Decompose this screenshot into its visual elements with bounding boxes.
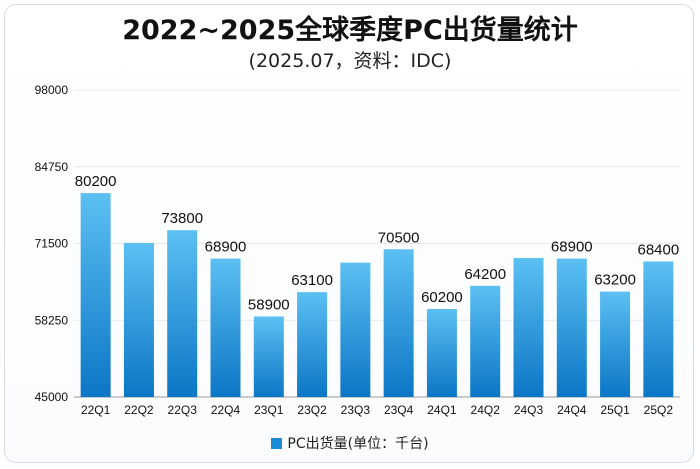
bar-22Q1 — [80, 193, 111, 397]
x-tick-label: 25Q1 — [600, 403, 630, 417]
x-tick-label: 25Q2 — [644, 403, 674, 417]
bar-23Q3 — [340, 262, 371, 397]
data-label: 68900 — [205, 239, 247, 256]
x-tick-label: 23Q3 — [341, 403, 371, 417]
y-tick-label: 84750 — [35, 160, 69, 174]
data-label: 58900 — [248, 296, 290, 313]
x-tick-label: 22Q2 — [124, 403, 154, 417]
x-tick-label: 24Q1 — [427, 403, 457, 417]
bar-23Q2 — [297, 292, 328, 397]
bar-22Q2 — [123, 242, 154, 397]
data-label: 70500 — [378, 229, 420, 246]
data-label: 64200 — [464, 266, 506, 283]
bar-23Q1 — [253, 316, 284, 397]
x-tick-label: 24Q2 — [471, 403, 501, 417]
bar-24Q3 — [513, 257, 544, 397]
y-tick-label: 98000 — [35, 83, 69, 97]
x-tick-label: 24Q3 — [514, 403, 544, 417]
x-tick-label: 22Q3 — [168, 403, 198, 417]
data-label: 60200 — [421, 289, 463, 306]
legend-swatch — [271, 438, 283, 449]
data-label: 73800 — [161, 210, 203, 227]
x-tick-label: 23Q4 — [384, 403, 414, 417]
bar-22Q4 — [210, 258, 241, 397]
y-tick-label: 71500 — [35, 237, 69, 251]
x-tick-label: 23Q1 — [254, 403, 284, 417]
chart-title: 2022~2025全球季度PC出货量统计 — [122, 15, 578, 46]
data-label: 80200 — [75, 173, 117, 190]
bar-25Q1 — [600, 291, 631, 397]
chart-legend: PC出货量(单位：千台) — [0, 433, 700, 453]
bar-22Q3 — [167, 230, 198, 397]
bar-24Q2 — [470, 285, 501, 397]
bar-23Q4 — [383, 249, 414, 397]
bar-24Q4 — [556, 258, 587, 397]
x-tick-label: 22Q4 — [211, 403, 241, 417]
bar-25Q2 — [643, 261, 674, 397]
data-label: 68400 — [637, 241, 679, 258]
data-label: 63200 — [594, 272, 636, 289]
chart-subtitle: (2025.07，资料：IDC) — [248, 50, 452, 72]
y-tick-label: 45000 — [35, 390, 69, 404]
x-tick-label: 23Q2 — [297, 403, 327, 417]
x-tick-label: 22Q1 — [81, 403, 111, 417]
y-tick-label: 58250 — [35, 313, 69, 327]
x-tick-label: 24Q4 — [557, 403, 587, 417]
data-label: 68900 — [551, 239, 593, 256]
bar-24Q1 — [426, 308, 457, 397]
legend-label: PC出货量(单位：千台) — [287, 436, 429, 452]
data-label: 63100 — [291, 272, 333, 289]
